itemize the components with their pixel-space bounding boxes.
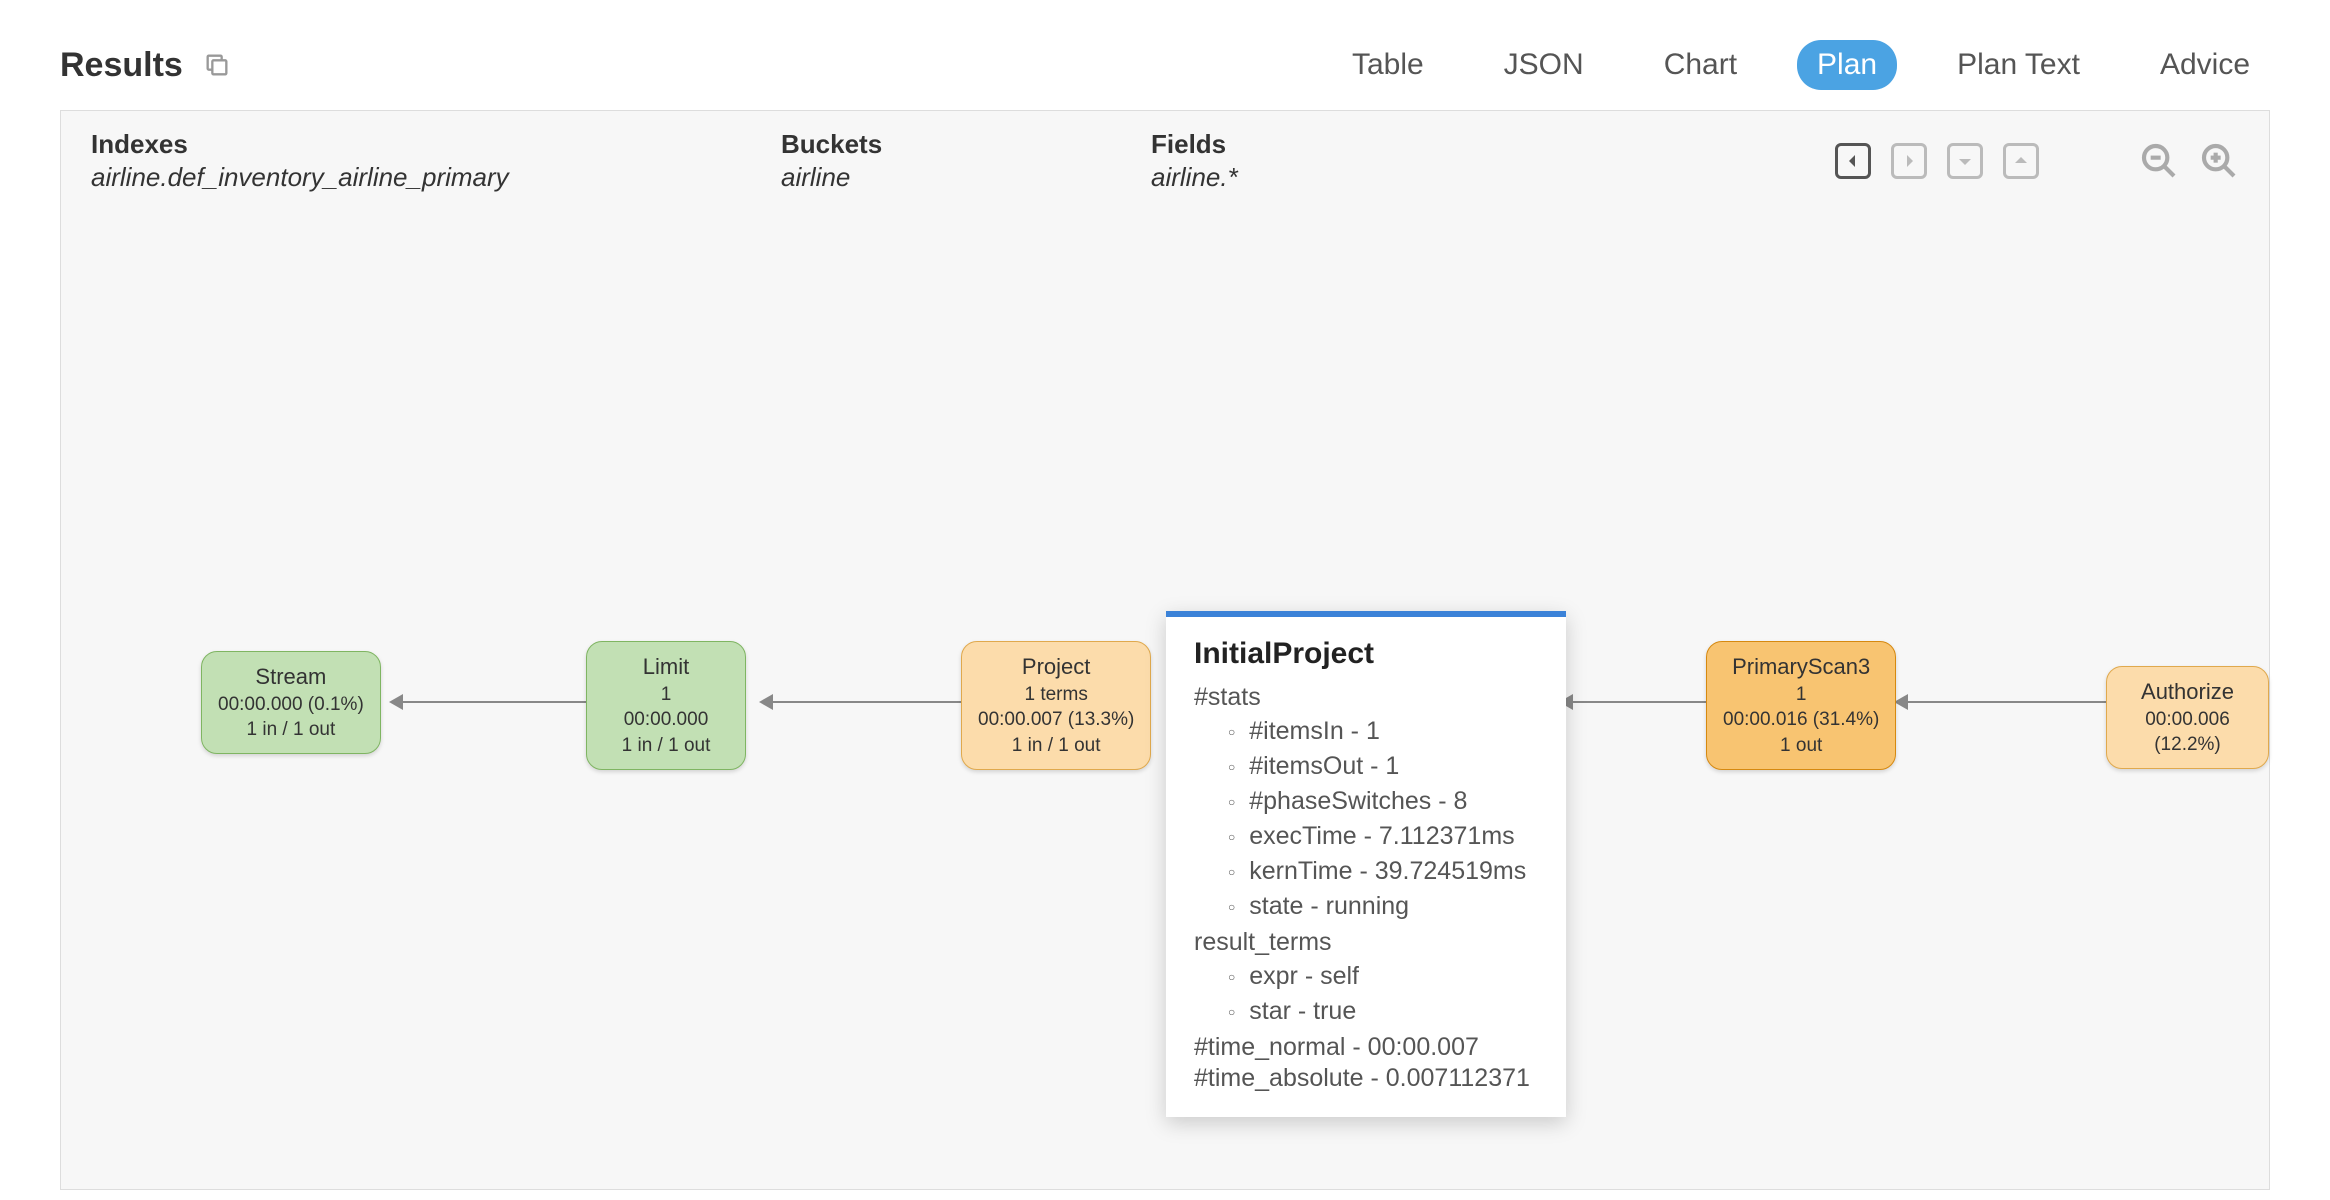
zoom-in-button[interactable] [2199, 141, 2239, 181]
tooltip-list-item: #itemsIn - 1 [1228, 714, 1538, 749]
node-stat: 00:00.000 [603, 707, 729, 733]
node-stat: 1 [603, 682, 729, 708]
node-title: Project [978, 652, 1134, 682]
arrow-head-icon [1894, 694, 1908, 710]
arrow-line [1561, 701, 1711, 703]
plan-node-project[interactable]: Project1 terms00:00.007 (13.3%)1 in / 1 … [961, 641, 1151, 770]
plan-node-authorize[interactable]: Authorize00:00.006 (12.2%) [2106, 666, 2269, 769]
tooltip-list-item: #itemsOut - 1 [1228, 749, 1538, 784]
tooltip-list-item: execTime - 7.112371ms [1228, 819, 1538, 854]
indexes-label: Indexes [91, 129, 651, 160]
node-stat: 1 in / 1 out [603, 733, 729, 759]
arrow-line [761, 701, 971, 703]
tab-chart[interactable]: Chart [1644, 40, 1757, 90]
node-title: PrimaryScan3 [1723, 652, 1879, 682]
orient-right-button[interactable] [1891, 143, 1927, 179]
tab-plan[interactable]: Plan [1797, 40, 1897, 90]
node-stat: 00:00.006 (12.2%) [2123, 707, 2252, 758]
tooltip-section-heading: result_terms [1194, 928, 1538, 957]
node-stat: 1 in / 1 out [978, 733, 1134, 759]
tab-json[interactable]: JSON [1484, 40, 1604, 90]
tooltip-list: expr - selfstar - true [1194, 959, 1538, 1029]
plan-tooltip: InitialProject #stats#itemsIn - 1#itemsOu… [1166, 611, 1566, 1117]
node-stat: 1 [1723, 682, 1879, 708]
tooltip-section-heading: #stats [1194, 683, 1538, 712]
buckets-label: Buckets [781, 129, 1021, 160]
plan-node-limit[interactable]: Limit100:00.0001 in / 1 out [586, 641, 746, 770]
tooltip-list-item: star - true [1228, 994, 1538, 1029]
node-stat: 00:00.007 (13.3%) [978, 707, 1134, 733]
orient-up-button[interactable] [2003, 143, 2039, 179]
copy-icon[interactable] [203, 51, 231, 79]
tooltip-list-item: kernTime - 39.724519ms [1228, 854, 1538, 889]
plan-node-stream[interactable]: Stream00:00.000 (0.1%)1 in / 1 out [201, 651, 381, 754]
zoom-controls [2139, 141, 2239, 181]
plan-node-primaryscan[interactable]: PrimaryScan3100:00.016 (31.4%)1 out [1706, 641, 1896, 770]
arrow-head-icon [759, 694, 773, 710]
node-stat: 00:00.000 (0.1%) [218, 692, 364, 718]
arrow-line [391, 701, 596, 703]
plan-diagram: Stream00:00.000 (0.1%)1 in / 1 outLimit1… [61, 111, 2269, 1189]
arrow-head-icon [389, 694, 403, 710]
tabs: Table JSON Chart Plan Plan Text Advice [1332, 40, 2270, 90]
node-title: Authorize [2123, 677, 2252, 707]
node-stat: 1 in / 1 out [218, 717, 364, 743]
arrow-line [1896, 701, 2111, 703]
fields-value: airline.* [1151, 162, 1238, 193]
node-stat: 1 out [1723, 733, 1879, 759]
tooltip-footer-line: #time_absolute - 0.007112371 [1194, 1064, 1538, 1093]
indexes-value: airline.def_inventory_airline_primary [91, 162, 651, 193]
orientation-controls [1835, 143, 2039, 179]
tooltip-footer-line: #time_normal - 00:00.007 [1194, 1033, 1538, 1062]
tab-plan-text[interactable]: Plan Text [1937, 40, 2100, 90]
tooltip-list-item: expr - self [1228, 959, 1538, 994]
node-title: Stream [218, 662, 364, 692]
fields-label: Fields [1151, 129, 1238, 160]
node-stat: 1 terms [978, 682, 1134, 708]
orient-left-button[interactable] [1835, 143, 1871, 179]
meta-row: Indexes airline.def_inventory_airline_pr… [61, 111, 2269, 193]
header: Results Table JSON Chart Plan Plan Text Advic… [60, 40, 2270, 90]
node-stat: 00:00.016 (31.4%) [1723, 707, 1879, 733]
plan-canvas[interactable]: Indexes airline.def_inventory_airline_pr… [60, 110, 2270, 1190]
tooltip-list: #itemsIn - 1#itemsOut - 1#phaseSwitches … [1194, 714, 1538, 924]
tooltip-list-item: #phaseSwitches - 8 [1228, 784, 1538, 819]
orient-down-button[interactable] [1947, 143, 1983, 179]
tooltip-list-item: state - running [1228, 889, 1538, 924]
results-title: Results [60, 46, 183, 85]
tab-table[interactable]: Table [1332, 40, 1444, 90]
tooltip-title: InitialProject [1194, 637, 1538, 671]
tab-advice[interactable]: Advice [2140, 40, 2270, 90]
zoom-out-button[interactable] [2139, 141, 2179, 181]
buckets-value: airline [781, 162, 1021, 193]
node-title: Limit [603, 652, 729, 682]
